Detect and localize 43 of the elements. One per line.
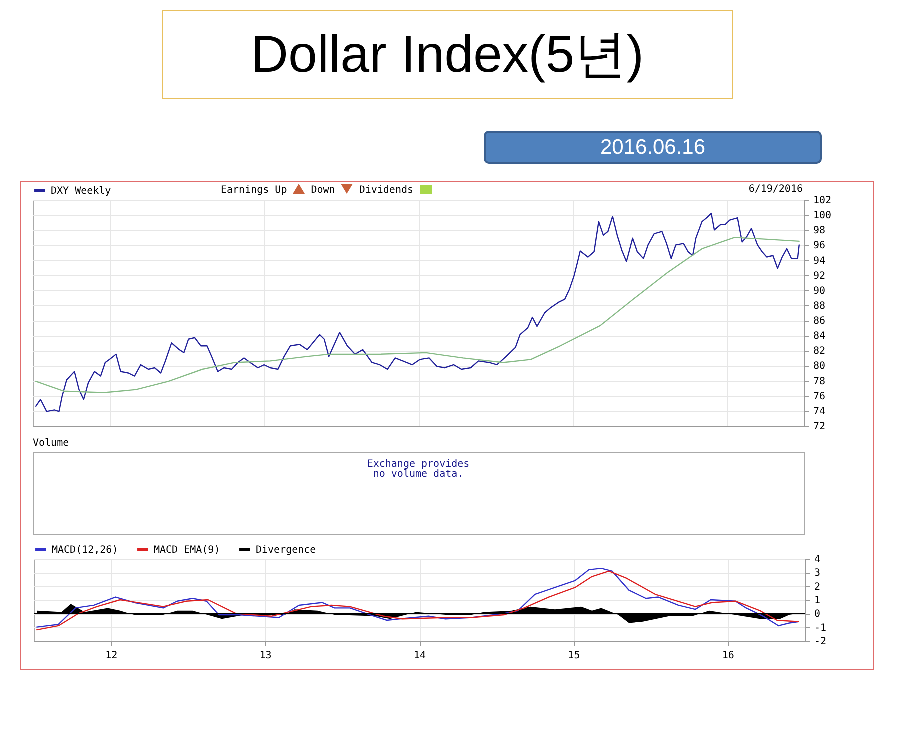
chart-subtitle: 2016.06.16 [484, 131, 822, 164]
text: Volume [33, 438, 70, 449]
text: 6/19/2016 [748, 184, 803, 195]
y-tick-label: 78 [814, 376, 826, 388]
x-tick-label: 12 [106, 650, 118, 662]
text: Earnings Up [221, 185, 288, 196]
x-tick-label: 13 [260, 650, 272, 662]
line-series [35, 212, 800, 412]
chart-title: Dollar Index(5년) [162, 10, 733, 99]
y-tick-label: 86 [814, 316, 826, 328]
y-tick-label: 84 [814, 331, 826, 342]
y-tick-label: 1 [814, 596, 821, 606]
legend-label: DXY Weekly [51, 186, 112, 197]
y-tick-label: 76 [814, 391, 826, 402]
x-tick-label: 14 [414, 650, 426, 662]
y-tick-label: 100 [814, 210, 832, 222]
y-tick-label: 3 [814, 568, 821, 580]
text: Down [311, 185, 336, 196]
y-tick-label: -1 [814, 622, 827, 634]
x-tick-label: 15 [568, 650, 580, 662]
y-tick-label: -2 [814, 636, 827, 648]
y-tick-label: 92 [814, 270, 826, 282]
x-tick-label: 16 [722, 650, 734, 662]
y-tick-label: 102 [814, 196, 832, 206]
text: no volume data. [373, 469, 464, 480]
y-tick-label: 72 [814, 422, 826, 432]
y-tick-label: 80 [814, 361, 826, 372]
legend-label: MACD(12,26) [52, 545, 118, 556]
y-tick-label: 74 [814, 406, 826, 418]
y-tick-label: 0 [814, 609, 821, 620]
legend-label: MACD EMA(9) [154, 545, 220, 556]
text: Exchange provides [367, 459, 470, 470]
y-tick-label: 90 [814, 286, 826, 297]
legend-label: Divergence [256, 545, 316, 556]
y-tick-label: 4 [814, 554, 821, 566]
y-tick-label: 94 [814, 256, 826, 267]
line-series [35, 237, 800, 394]
y-tick-label: 82 [814, 346, 826, 358]
y-tick-label: 96 [814, 240, 826, 252]
y-tick-label: 88 [814, 300, 826, 312]
text: Dividends [359, 185, 414, 196]
y-tick-label: 98 [814, 226, 826, 237]
y-tick-label: 2 [814, 582, 821, 593]
